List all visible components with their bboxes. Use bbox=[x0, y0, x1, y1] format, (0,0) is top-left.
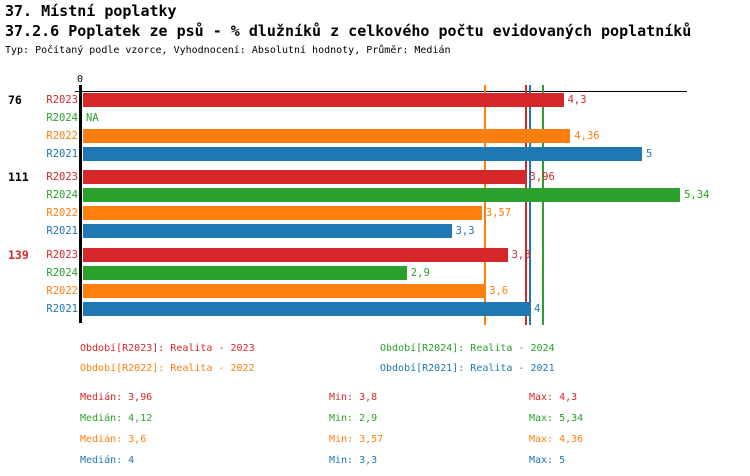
stat-min-R2021: Min: 3,3 bbox=[329, 455, 378, 466]
legend-item-R2021: Období[R2021]: Realita - 2021 bbox=[380, 363, 555, 374]
bar-R2024 bbox=[83, 188, 681, 203]
group-label: 111 bbox=[8, 170, 29, 185]
bar-value-label: 3,6 bbox=[489, 284, 509, 297]
bar-R2024 bbox=[83, 265, 407, 280]
bar-value-label: 4 bbox=[534, 302, 541, 315]
bar-row-label-R2022: R2022 bbox=[46, 207, 78, 220]
stat-min-R2022: Min: 3,57 bbox=[329, 434, 384, 445]
legend-item-R2022: Období[R2022]: Realita - 2022 bbox=[80, 363, 255, 374]
legend-item-R2024: Období[R2024]: Realita - 2024 bbox=[380, 343, 555, 354]
group-label: 139 bbox=[8, 247, 29, 262]
stat-median-R2021: Medián: 4 bbox=[80, 455, 135, 466]
stat-median-R2024: Medián: 4,12 bbox=[80, 413, 153, 424]
x-axis-line bbox=[75, 91, 687, 92]
bar-value-label: 3,8 bbox=[511, 248, 531, 261]
stat-min-R2023: Min: 3,8 bbox=[329, 392, 378, 403]
bar-R2021 bbox=[83, 301, 530, 316]
stat-max-R2024: Max: 5,34 bbox=[529, 413, 584, 424]
median-line-R2022 bbox=[484, 85, 487, 325]
bar-row-label-R2022: R2022 bbox=[46, 284, 78, 297]
bar-row-label-R2024: R2024 bbox=[46, 112, 78, 124]
bar-R2022 bbox=[83, 283, 486, 298]
chart-title: 37.2.6 Poplatek ze psů - % dlužníků z ce… bbox=[5, 22, 692, 40]
bar-value-label: 3,57 bbox=[485, 207, 512, 220]
bar-R2022 bbox=[83, 206, 482, 221]
bar-R2023 bbox=[83, 247, 508, 262]
stat-max-R2022: Max: 4,36 bbox=[529, 434, 584, 445]
bar-row-label-R2023: R2023 bbox=[46, 94, 78, 106]
bar-na-label: NA bbox=[86, 112, 99, 124]
bar-value-label: 3,96 bbox=[529, 171, 555, 184]
bar-row-label-R2023: R2023 bbox=[46, 171, 78, 184]
bar-row-label-R2024: R2024 bbox=[46, 189, 78, 202]
stat-median-R2023: Medián: 3,96 bbox=[80, 392, 153, 403]
bar-R2023 bbox=[83, 170, 526, 185]
legend-item-R2023: Období[R2023]: Realita - 2023 bbox=[80, 343, 255, 354]
bar-value-label: 4,3 bbox=[567, 94, 587, 106]
x-axis-zero-label: 0 bbox=[77, 74, 84, 85]
bar-R2022 bbox=[83, 129, 571, 143]
bar-row-label-R2021: R2021 bbox=[46, 302, 78, 315]
bar-row-label-R2024: R2024 bbox=[46, 266, 78, 279]
bar-value-label: 3,3 bbox=[455, 225, 475, 238]
stat-max-R2023: Max: 4,3 bbox=[529, 392, 578, 403]
bar-R2021 bbox=[83, 147, 642, 161]
bar-R2023 bbox=[83, 93, 564, 107]
y-axis-line bbox=[79, 85, 82, 323]
stat-min-R2024: Min: 2,9 bbox=[329, 413, 378, 424]
bar-chart-area: 0 76 R2023 4,3 R2024 NA R2022 4,36 R2021 5 111 R20… bbox=[8, 74, 710, 325]
bar-row-label-R2023: R2023 bbox=[46, 248, 78, 261]
median-line-R2024 bbox=[542, 85, 545, 325]
bar-row-label-R2021: R2021 bbox=[46, 225, 78, 238]
bar-value-label: 2,9 bbox=[410, 266, 430, 279]
page-title: 37. Místní poplatky bbox=[5, 2, 177, 20]
bar-value-label: 5,34 bbox=[684, 189, 710, 202]
bar-row-label-R2022: R2022 bbox=[46, 130, 78, 142]
median-line-R2023 bbox=[524, 85, 527, 325]
group-label: 76 bbox=[8, 93, 22, 107]
bar-row-label-R2021: R2021 bbox=[46, 148, 78, 160]
bar-value-label: 4,36 bbox=[574, 130, 600, 142]
median-line-R2021 bbox=[529, 85, 531, 325]
bar-R2021 bbox=[83, 224, 452, 239]
bar-value-label: 5 bbox=[646, 148, 653, 160]
chart-meta-line: Typ: Počítaný podle vzorce, Vyhodnocení:… bbox=[5, 45, 451, 56]
stat-median-R2022: Medián: 3,6 bbox=[80, 434, 147, 445]
stat-max-R2021: Max: 5 bbox=[529, 455, 566, 466]
